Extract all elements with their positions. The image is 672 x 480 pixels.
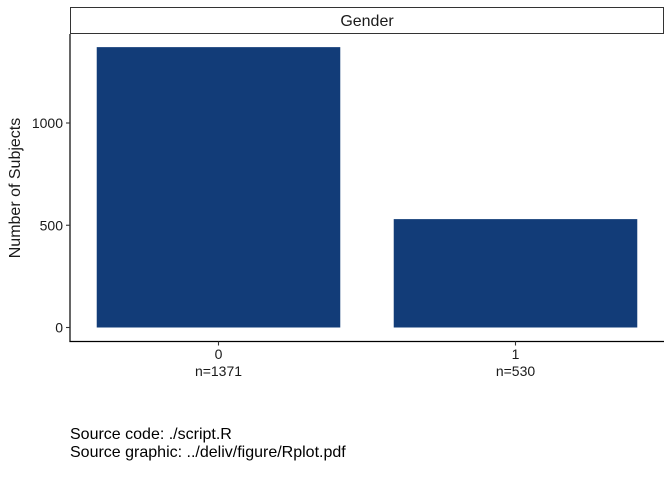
- y-tick-label: 0: [55, 320, 63, 336]
- x-tick-label: 0: [215, 346, 223, 362]
- y-axis-title: Number of Subjects: [7, 118, 24, 259]
- x-ticks-group: 0n=1371 1n=530: [195, 341, 536, 379]
- y-tick-label: 1000: [32, 115, 63, 131]
- bar-1: [393, 219, 638, 328]
- bar-0: [96, 47, 341, 328]
- source-code-note: Source code: ./script.R: [70, 426, 232, 443]
- facet-strip: Gender: [70, 7, 664, 34]
- x-tick-label: 1: [512, 346, 520, 362]
- bars-group: [96, 47, 638, 328]
- y-ticks-group: 0 500 1000: [32, 115, 70, 336]
- x-tick-sublabel: n=530: [496, 363, 536, 379]
- y-tick-label: 500: [40, 217, 64, 233]
- x-tick-sublabel: n=1371: [195, 363, 242, 379]
- facet-label: Gender: [340, 13, 394, 30]
- source-graphic-note: Source graphic: ../deliv/figure/Rplot.pd…: [70, 444, 346, 461]
